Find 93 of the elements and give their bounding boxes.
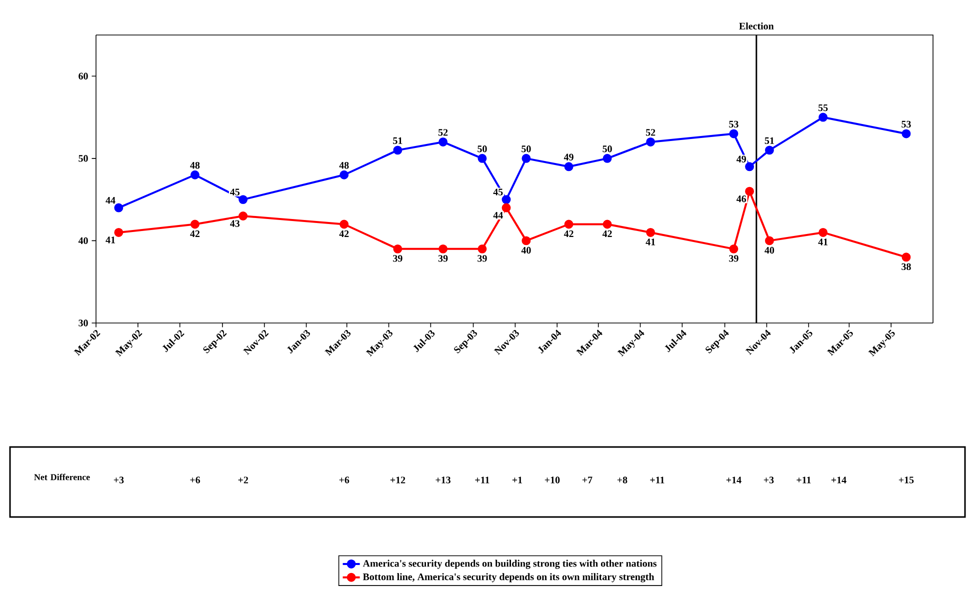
point [478,154,487,163]
y-tick-label: 40 [78,237,88,244]
text: +1 [512,476,522,484]
data-label: 45 [493,188,503,196]
text: Net Difference [34,474,90,480]
data-label: 53 [902,120,911,128]
data-label: 55 [818,104,828,112]
text: +13 [436,476,450,484]
text: +2 [238,476,248,484]
point [745,162,754,172]
legend-label: America's security depends on building strong ties with other nations [362,560,657,569]
point [745,186,754,196]
legend-label: Bottom line, America's security depends on its own military strength [362,573,654,582]
data-label: 50 [478,146,487,152]
text: +10 [544,476,560,484]
text: +3 [764,476,774,484]
data-label: 42 [602,230,612,238]
text: +12 [390,476,406,484]
text: +15 [898,476,914,484]
data-label: 48 [190,162,200,169]
point [818,228,828,237]
text: +7 [582,476,592,484]
data-label: 39 [729,255,738,262]
data-label: 45 [230,188,240,196]
point [438,244,448,254]
ref-line-label: Election [739,22,774,30]
data-label: 43 [230,220,240,227]
data-label: 40 [521,246,531,254]
point [114,228,124,237]
text: +11 [475,476,490,484]
y-tick-label: 60 [78,72,88,80]
point [478,244,487,254]
y-tick-label: 50 [78,155,88,162]
point [190,170,200,180]
point [340,220,349,229]
data-label: 41 [818,238,828,246]
text: +11 [796,476,811,484]
point [646,137,656,146]
point [238,212,248,220]
data-label: 52 [646,129,656,136]
point [502,203,511,212]
data-label: 42 [339,230,349,238]
data-label: 46 [736,196,746,202]
point [438,137,448,146]
point [902,252,911,262]
point [602,154,612,163]
text: +14 [726,476,742,484]
point [522,236,531,246]
point [729,129,738,138]
data-label: 52 [438,129,448,136]
data-label: 53 [729,120,738,128]
data-label: 50 [522,146,531,152]
point [564,162,574,172]
data-label: 51 [764,137,774,144]
data-label: 42 [564,230,574,238]
data-label: 44 [106,197,116,204]
point [602,220,612,229]
text: +3 [114,476,124,484]
data-label: 44 [493,212,503,219]
data-label: 49 [736,156,746,162]
point [764,236,774,246]
point [238,195,248,204]
data-label: 41 [106,236,115,244]
data-label: 39 [438,255,448,262]
data-label: 51 [393,137,402,144]
point [393,244,402,254]
point [522,154,531,163]
data-label: 42 [190,230,200,238]
point [564,220,574,229]
data-label: 40 [764,246,774,254]
text: +14 [831,476,846,484]
data-label: 50 [602,146,612,152]
point [646,228,656,237]
point [818,112,828,122]
point [764,146,774,155]
text: +8 [617,476,628,484]
text: +11 [650,476,664,484]
text: +6 [190,476,200,484]
text: +6 [339,476,350,484]
y-tick-label: 30 [78,320,88,326]
data-label: 41 [646,238,656,246]
data-label: 39 [393,255,402,262]
data-label: 49 [564,154,574,160]
point [902,129,911,138]
point [190,220,200,229]
point [729,244,738,254]
point [393,146,402,155]
point [502,195,511,204]
point [114,203,124,212]
data-label: 38 [902,263,911,270]
data-label: 39 [478,255,487,262]
data-label: 48 [339,162,349,169]
point [340,170,349,180]
